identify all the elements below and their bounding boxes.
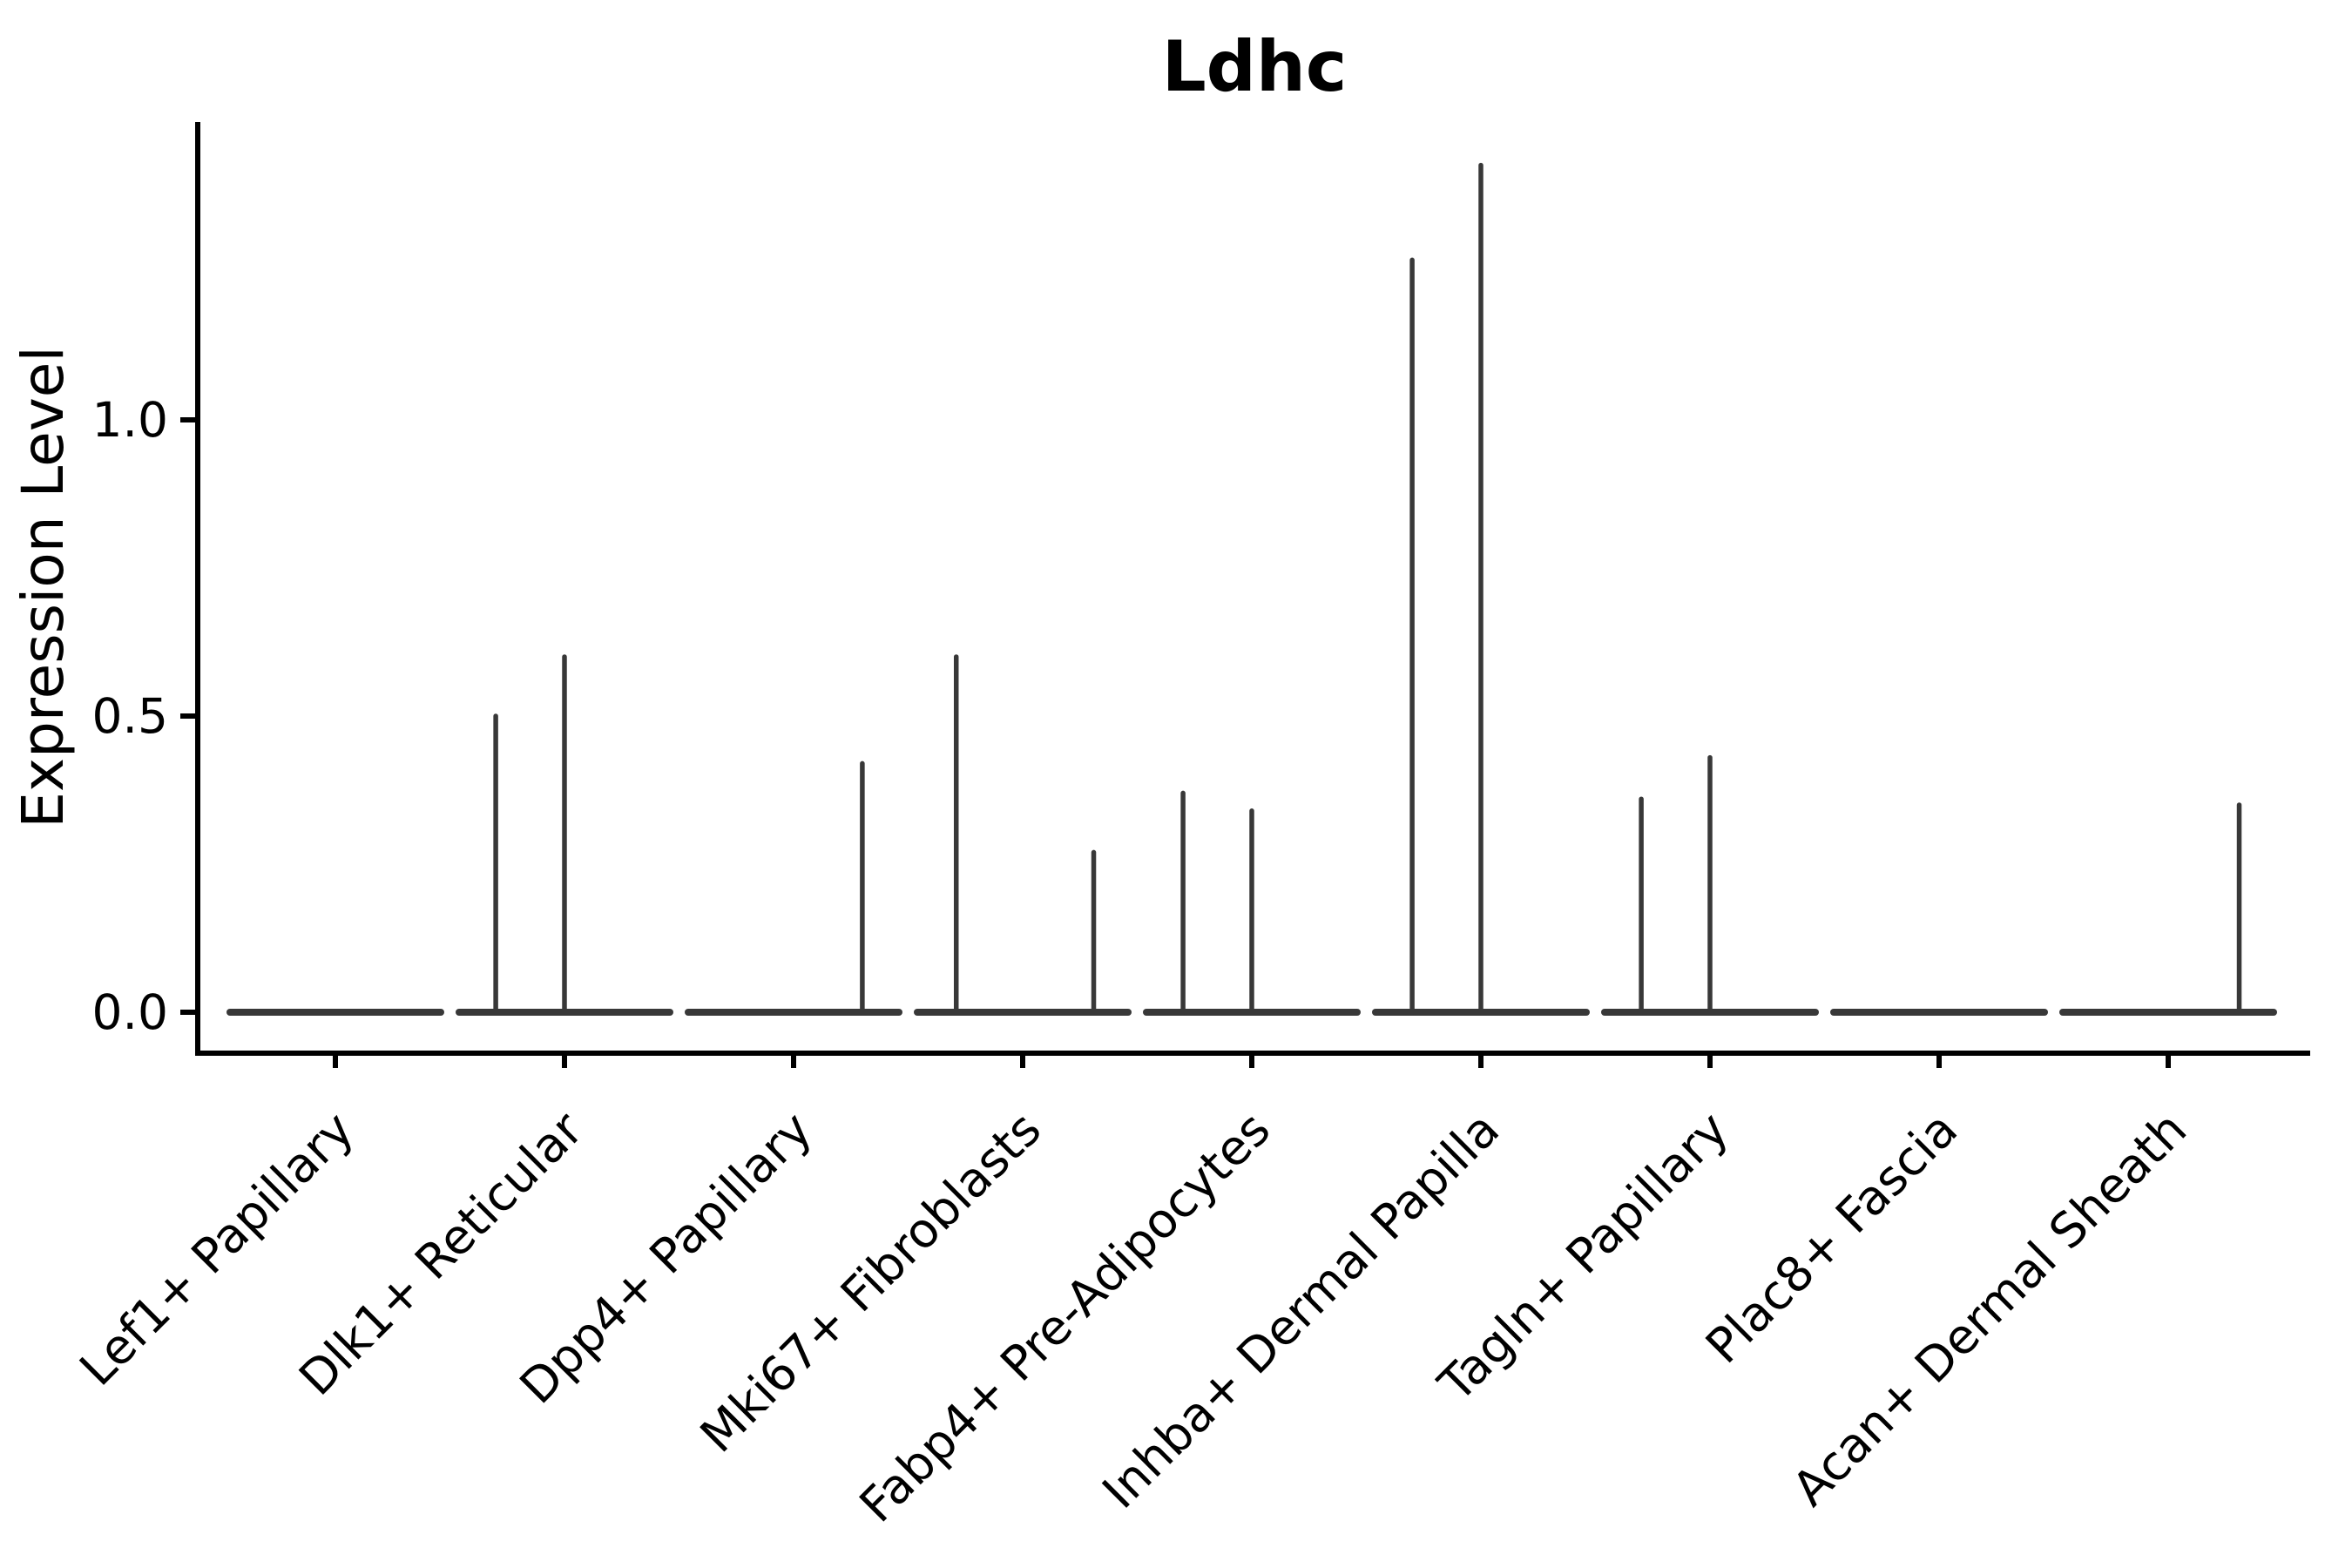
y-tick-label: 1.0 bbox=[92, 392, 168, 448]
violin-7 bbox=[1601, 754, 1819, 1016]
y-tick-label: 0.0 bbox=[92, 984, 168, 1040]
violin-2 bbox=[456, 654, 673, 1016]
x-tick-label: Fabp4+ Pre-Adipocytes bbox=[848, 1101, 1281, 1533]
x-tick-label: Inhba+ Dermal Papilla bbox=[1092, 1101, 1510, 1519]
violins-layer bbox=[226, 162, 2277, 1016]
chart-title: Ldhc bbox=[1162, 26, 1348, 107]
violin-4 bbox=[914, 654, 1132, 1016]
violin-5 bbox=[1143, 790, 1361, 1016]
violin-6 bbox=[1372, 162, 1590, 1016]
x-tick-label: Acan+ Dermal Sheath bbox=[1781, 1101, 2197, 1517]
y-axis-label: Expression Level bbox=[10, 346, 77, 828]
violin-3 bbox=[685, 760, 902, 1016]
violin-9 bbox=[2059, 802, 2277, 1016]
y-tick-label: 0.5 bbox=[92, 688, 168, 744]
